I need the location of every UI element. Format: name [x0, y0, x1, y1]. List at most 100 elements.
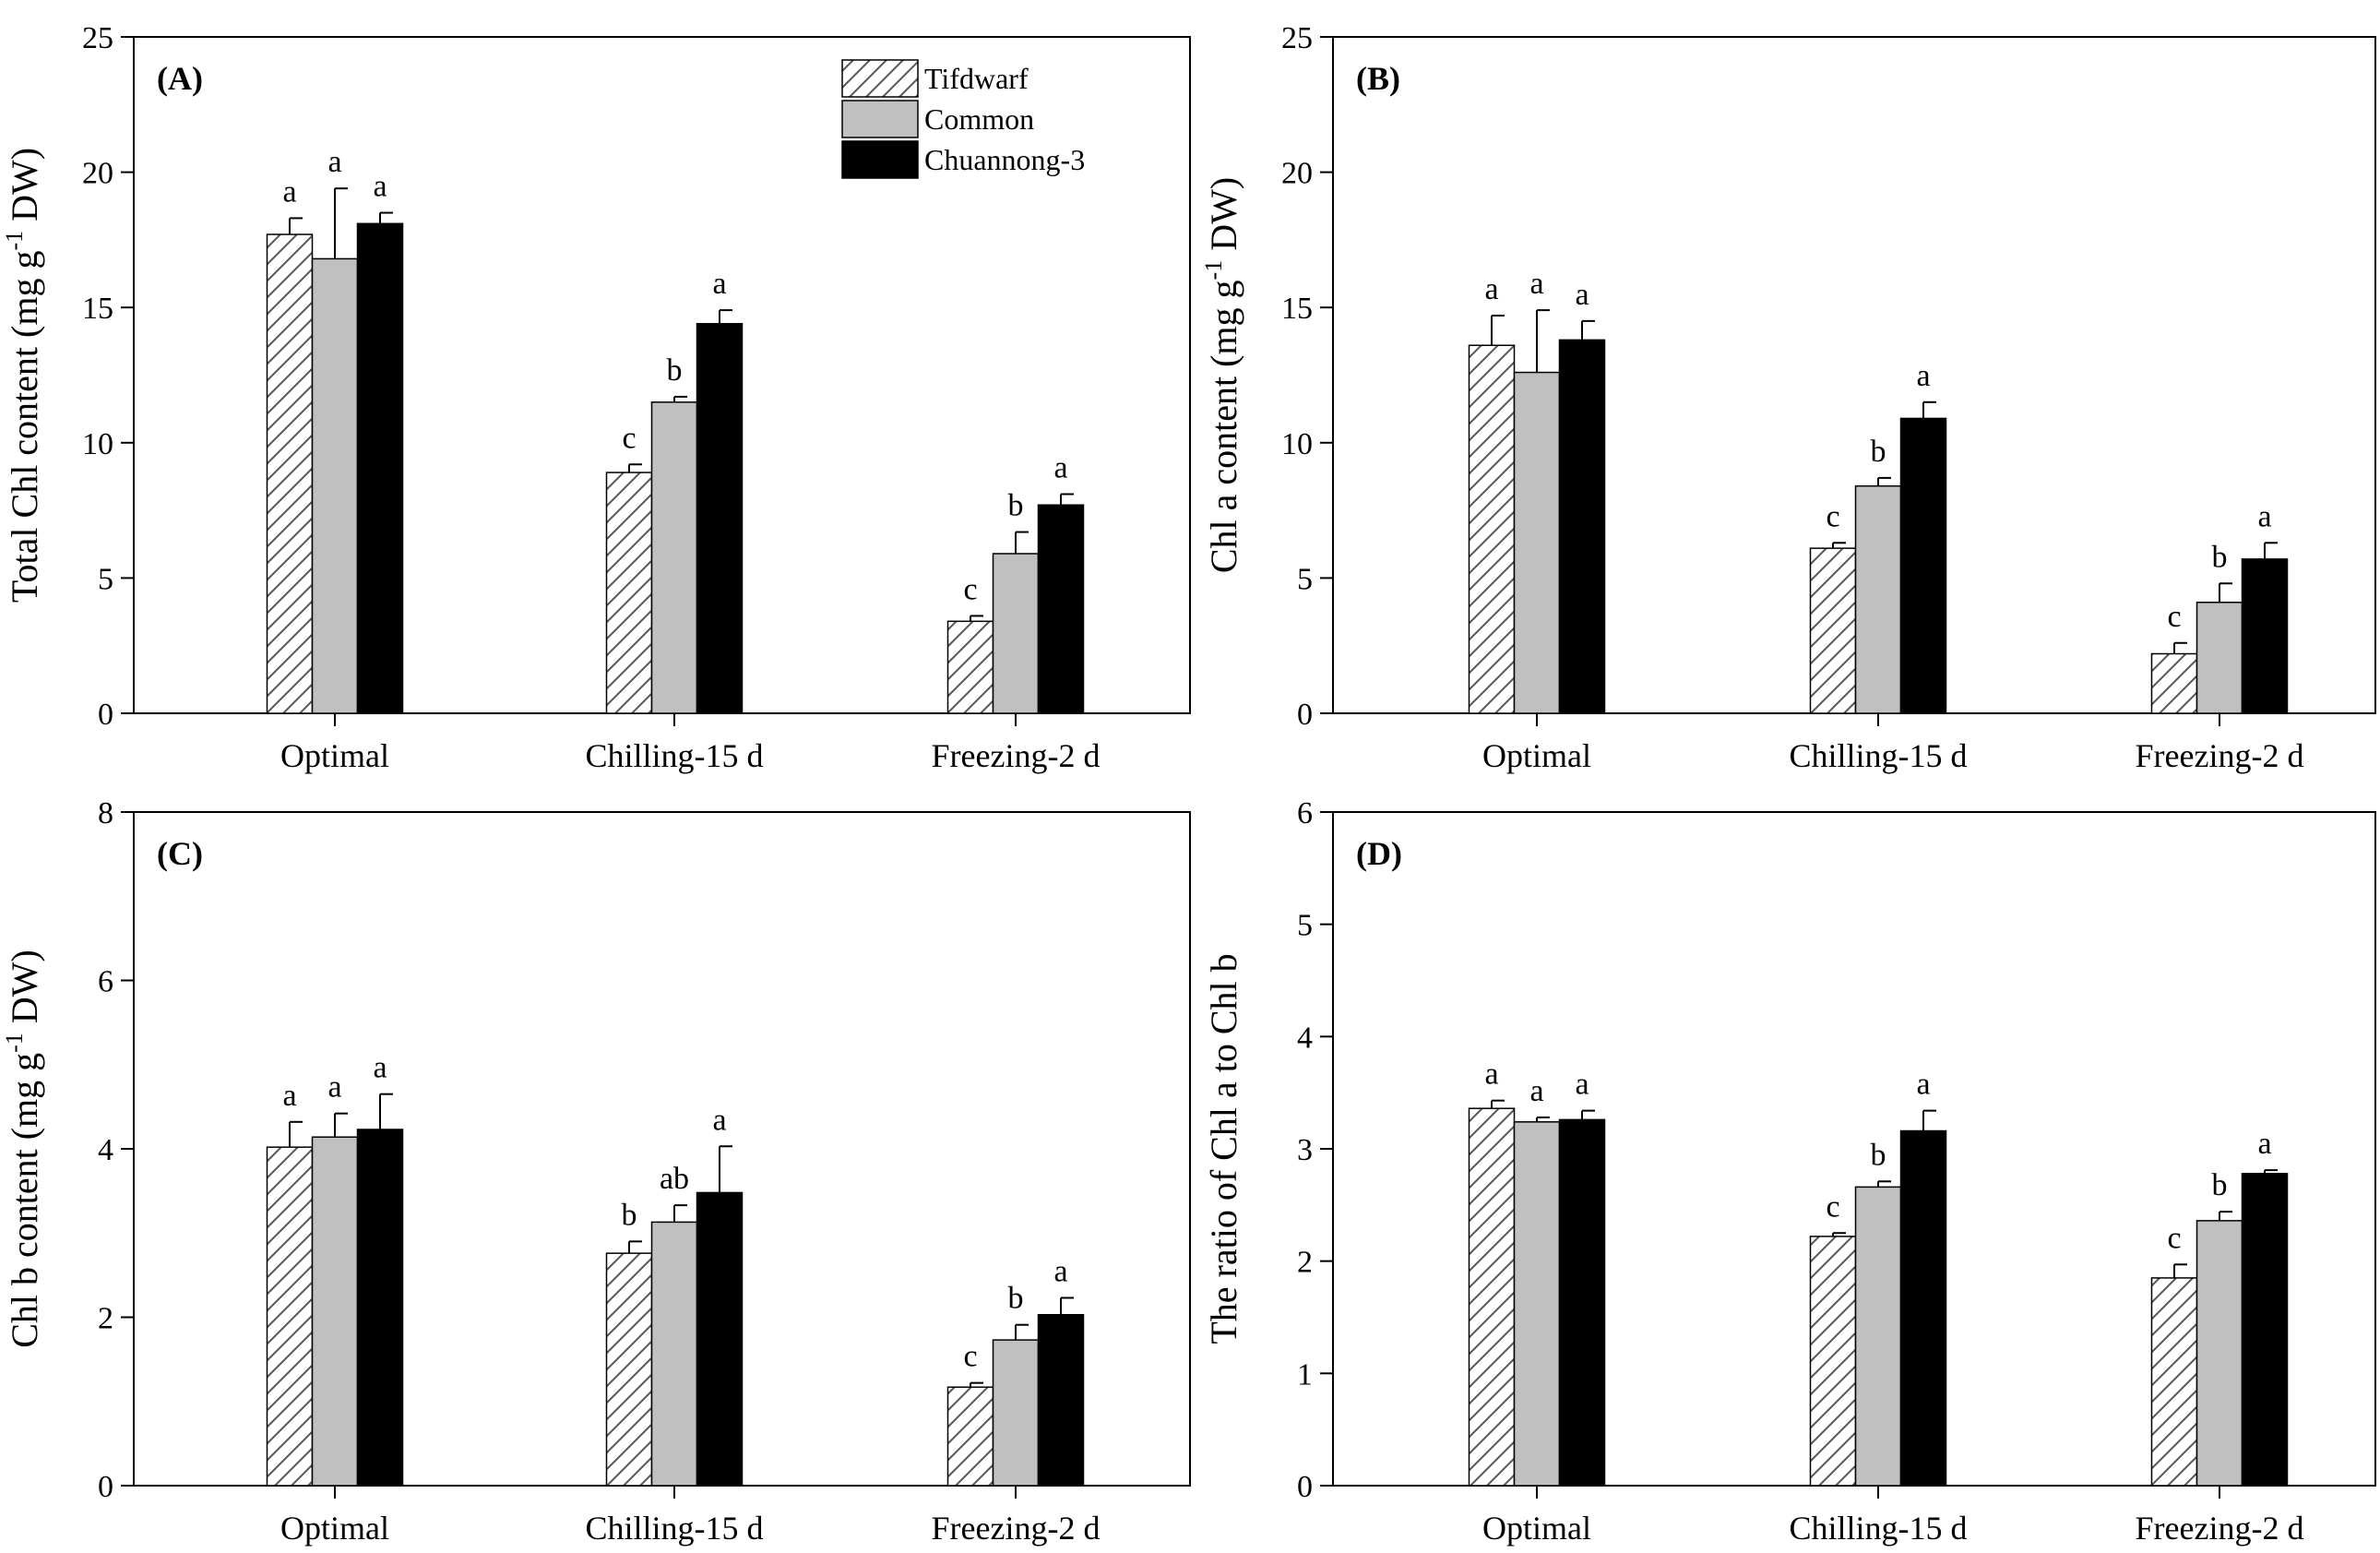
bar-common-2: [2196, 1220, 2243, 1487]
y-tick-label: 6: [98, 965, 113, 999]
panel-label: (C): [157, 835, 203, 872]
legend-label: Common: [924, 102, 1034, 136]
bar-tifdwarf-1: [605, 1252, 653, 1487]
bar-common-1: [650, 1221, 698, 1487]
significance-letter: a: [1575, 1068, 1589, 1102]
bar-chuannong-3-2: [1037, 504, 1085, 714]
panel-label: (D): [1356, 835, 1402, 872]
bar-tifdwarf-2: [946, 620, 994, 714]
y-axis-title: Chl b content (mg g-1 DW): [1, 950, 45, 1348]
significance-letter: a: [2257, 1127, 2271, 1161]
y-axis-title: Total Chl content (mg g-1 DW): [1, 148, 45, 603]
y-tick-label: 20: [1281, 157, 1313, 191]
y-tick-label: 15: [1281, 292, 1313, 326]
y-tick-label: 4: [1297, 1021, 1313, 1055]
significance-letter: a: [373, 170, 387, 204]
y-tick-label: 5: [1297, 909, 1313, 943]
legend-swatch-common: [841, 100, 919, 138]
bar-common-0: [1513, 371, 1561, 714]
significance-letter: a: [1484, 1057, 1498, 1092]
y-axis-title: Chl a content (mg g-1 DW): [1200, 177, 1244, 573]
bar-chuannong-3-1: [1899, 1129, 1947, 1487]
bar-chuannong-3-1: [696, 1191, 744, 1487]
y-tick-label: 4: [98, 1133, 113, 1167]
y-tick-label: 5: [98, 562, 113, 596]
bar-tifdwarf-1: [605, 472, 653, 714]
significance-letter: c: [963, 572, 977, 606]
significance-letter: ab: [660, 1162, 689, 1196]
bar-common-2: [992, 1339, 1040, 1487]
y-tick-label: 0: [1297, 698, 1313, 732]
panel-label: (A): [157, 60, 203, 97]
bar-tifdwarf-2: [946, 1386, 994, 1487]
y-tick-label: 15: [82, 292, 113, 326]
bar-tifdwarf-0: [266, 1146, 314, 1487]
legend-label: Chuannong-3: [924, 143, 1085, 176]
bar-common-1: [1854, 484, 1902, 714]
significance-letter: a: [1053, 451, 1067, 485]
y-tick-label: 1: [1297, 1357, 1313, 1392]
significance-letter: c: [2167, 600, 2181, 634]
bar-common-0: [311, 257, 359, 714]
bar-common-1: [1854, 1186, 1902, 1487]
y-tick-label: 10: [82, 427, 113, 461]
significance-letter: a: [2257, 499, 2271, 533]
x-category-label: Chilling-15 d: [585, 737, 763, 774]
y-tick-label: 0: [1297, 1470, 1313, 1504]
legend-swatch-tifdwarf: [841, 59, 919, 98]
legend: Tifdwarf Common Chuannong-3: [841, 59, 1085, 179]
significance-letter: a: [282, 174, 296, 209]
bar-chuannong-3-0: [356, 222, 404, 714]
y-tick-label: 25: [82, 21, 113, 55]
bar-tifdwarf-1: [1809, 1236, 1857, 1487]
y-tick-label: 25: [1281, 21, 1313, 55]
significance-letter: a: [327, 145, 341, 179]
bar-chuannong-3-0: [1558, 1118, 1606, 1487]
bar-chuannong-3-2: [2241, 558, 2289, 714]
y-tick-label: 0: [98, 698, 113, 732]
bar-chuannong-3-2: [2241, 1173, 2289, 1487]
significance-letter: a: [1529, 267, 1543, 301]
x-category-label: Chilling-15 d: [585, 1510, 763, 1547]
significance-letter: b: [1008, 489, 1024, 523]
bar-chuannong-3-0: [1558, 339, 1606, 714]
bar-common-2: [992, 553, 1040, 714]
y-tick-label: 6: [1297, 796, 1313, 830]
significance-letter: a: [373, 1051, 387, 1085]
y-tick-label: 2: [98, 1302, 113, 1336]
bar-chuannong-3-0: [356, 1129, 404, 1487]
legend-label: Tifdwarf: [924, 62, 1029, 95]
x-category-label: Freezing-2 d: [932, 737, 1101, 774]
significance-letter: c: [622, 421, 636, 455]
significance-letter: a: [712, 267, 726, 301]
y-tick-label: 8: [98, 796, 113, 830]
significance-letter: b: [1871, 435, 1886, 469]
chart-panel-a: 0 5 10 15 20 25 Optimal Chilling-15 d Freezing-2…: [1, 21, 1191, 774]
bar-tifdwarf-0: [1468, 1107, 1516, 1487]
x-category-label: Chilling-15 d: [1789, 737, 1967, 774]
significance-letter: a: [1916, 359, 1930, 393]
significance-letter: a: [1529, 1074, 1543, 1108]
bar-chuannong-3-2: [1037, 1314, 1085, 1487]
y-tick-label: 0: [98, 1470, 113, 1504]
significance-letter: b: [2212, 540, 2228, 574]
x-category-label: Optimal: [280, 737, 389, 774]
bar-tifdwarf-0: [266, 233, 314, 714]
y-tick-label: 5: [1297, 562, 1313, 596]
bar-common-0: [311, 1136, 359, 1487]
x-category-label: Optimal: [1482, 737, 1591, 774]
significance-letter: c: [2167, 1221, 2181, 1255]
significance-letter: a: [327, 1070, 341, 1105]
significance-letter: b: [1871, 1138, 1886, 1172]
significance-letter: c: [1826, 499, 1839, 533]
bar-chuannong-3-1: [1899, 417, 1947, 714]
significance-letter: b: [667, 353, 683, 388]
significance-letter: c: [963, 1340, 977, 1374]
bar-common-1: [650, 401, 698, 714]
y-tick-label: 10: [1281, 427, 1313, 461]
significance-letter: a: [1484, 272, 1498, 306]
bar-tifdwarf-2: [2150, 1277, 2198, 1487]
significance-letter: c: [1826, 1189, 1839, 1224]
y-tick-label: 20: [82, 157, 113, 191]
